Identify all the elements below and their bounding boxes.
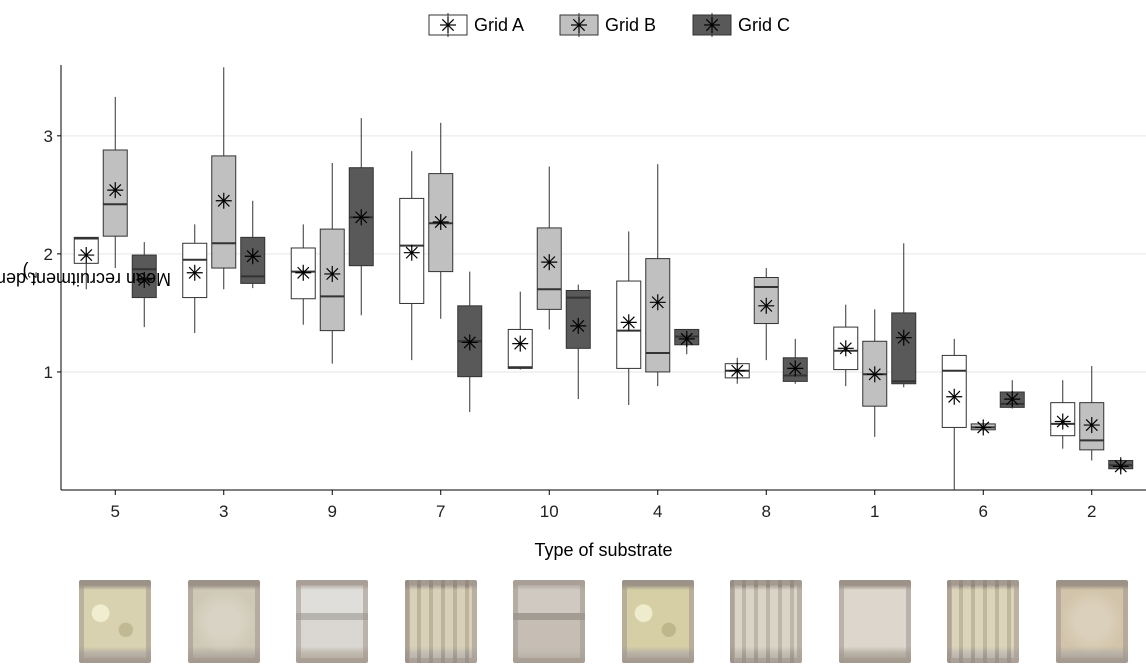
mean-marker-grid-a-4 — [620, 314, 637, 331]
box-grid-c-10 — [565, 284, 591, 400]
mean-marker-grid-c-3 — [244, 248, 261, 265]
box-body — [1079, 402, 1105, 451]
mean-marker-grid-a-2 — [1054, 413, 1071, 430]
mean-marker-grid-a-5 — [78, 247, 95, 264]
x-tick-label-3: 3 — [219, 502, 228, 521]
mean-marker-grid-b-1 — [866, 366, 883, 383]
legend-key-grid-b — [559, 13, 599, 37]
x-tick-label-5: 5 — [111, 502, 120, 521]
mean-marker-grid-b-7 — [432, 214, 449, 231]
mean-marker-grid-c-9 — [353, 209, 370, 226]
mean-marker-grid-a-7 — [403, 244, 420, 261]
box-grid-b-10 — [536, 166, 562, 330]
box-grid-a-3 — [182, 224, 208, 333]
smooth-substrate-photo — [838, 580, 911, 663]
mean-marker-grid-c-2 — [1112, 458, 1129, 475]
mean-marker-grid-c-5 — [136, 271, 153, 288]
mean-marker-grid-a-1 — [837, 340, 854, 357]
mean-marker-grid-b-10 — [541, 254, 558, 271]
x-axis-title: Type of substrate — [534, 540, 673, 560]
x-tick-label-7: 7 — [436, 502, 445, 521]
mean-marker-grid-c-6 — [1004, 391, 1021, 408]
substrate-thumbnails — [0, 580, 1146, 666]
rough-substrate-photo — [621, 580, 694, 663]
x-tick-label-6: 6 — [979, 502, 988, 521]
box-body — [182, 242, 208, 299]
mean-marker-grid-b-9 — [324, 265, 341, 282]
mean-marker-grid-b-2 — [1083, 417, 1100, 434]
x-tick-label-4: 4 — [653, 502, 662, 521]
mean-marker-grid-a-6 — [946, 388, 963, 405]
mean-marker-grid-b-3 — [215, 192, 232, 209]
legend-key-star — [440, 17, 456, 33]
rough-substrate-photo — [79, 580, 152, 663]
x-tick-label-2: 2 — [1087, 502, 1096, 521]
fine-substrate-photo — [1055, 580, 1128, 663]
legend-key-star — [571, 17, 587, 33]
mean-marker-grid-c-4 — [678, 330, 695, 347]
legend-label-grid-c: Grid C — [738, 14, 791, 35]
grooved-substrate-photo — [404, 580, 477, 663]
mean-marker-grid-b-6 — [975, 419, 992, 436]
legend-label-grid-a: Grid A — [474, 14, 525, 35]
stepped-substrate-photo — [296, 580, 369, 663]
mean-marker-grid-c-10 — [570, 317, 587, 334]
box-grid-b-8 — [753, 268, 779, 361]
legend-label-grid-b: Grid B — [605, 14, 657, 35]
box-grid-a-10 — [507, 291, 533, 370]
legend-item-grid-b: Grid B — [559, 10, 656, 40]
x-tick-label-8: 8 — [762, 502, 771, 521]
box-grid-c-1 — [891, 243, 917, 388]
y-tick-label-2: 2 — [44, 245, 53, 264]
mean-marker-grid-b-4 — [649, 294, 666, 311]
legend-key-grid-c — [692, 13, 732, 37]
mean-marker-grid-c-7 — [461, 334, 478, 351]
box-body — [211, 155, 237, 269]
fine-substrate-photo — [187, 580, 260, 663]
mean-marker-grid-a-3 — [186, 264, 203, 281]
legend-key-grid-a — [428, 13, 468, 37]
legend-item-grid-a: Grid A — [428, 10, 524, 40]
y-axis-title-close: ) — [22, 262, 29, 283]
box-body — [891, 312, 917, 385]
mean-marker-grid-a-10 — [512, 335, 529, 352]
mean-marker-grid-c-1 — [895, 329, 912, 346]
mean-marker-grid-c-8 — [787, 360, 804, 377]
box-body — [645, 258, 671, 373]
stepped-substrate-photo — [513, 580, 586, 663]
x-tick-label-10: 10 — [540, 502, 559, 521]
y-tick-label-3: 3 — [44, 127, 53, 146]
mean-marker-grid-a-8 — [729, 362, 746, 379]
box-grid-b-4 — [645, 164, 671, 387]
grooved-substrate-photo — [947, 580, 1020, 663]
mean-marker-grid-b-8 — [758, 297, 775, 314]
mean-marker-grid-b-5 — [107, 182, 124, 199]
mean-marker-grid-a-9 — [295, 264, 312, 281]
box-grid-a-6 — [941, 338, 967, 490]
legend-item-grid-c: Grid C — [692, 10, 790, 40]
box-grid-b-3 — [211, 67, 237, 290]
grooved-substrate-photo — [730, 580, 803, 663]
x-tick-label-9: 9 — [328, 502, 337, 521]
x-tick-label-1: 1 — [870, 502, 879, 521]
box-grid-b-2 — [1079, 366, 1105, 461]
legend-key-star — [704, 17, 720, 33]
box-grid-b-9 — [319, 162, 345, 364]
legend: Grid A Grid B Grid C — [0, 10, 1146, 40]
y-tick-label-1: 1 — [44, 363, 53, 382]
box-grid-c-3 — [240, 200, 266, 289]
